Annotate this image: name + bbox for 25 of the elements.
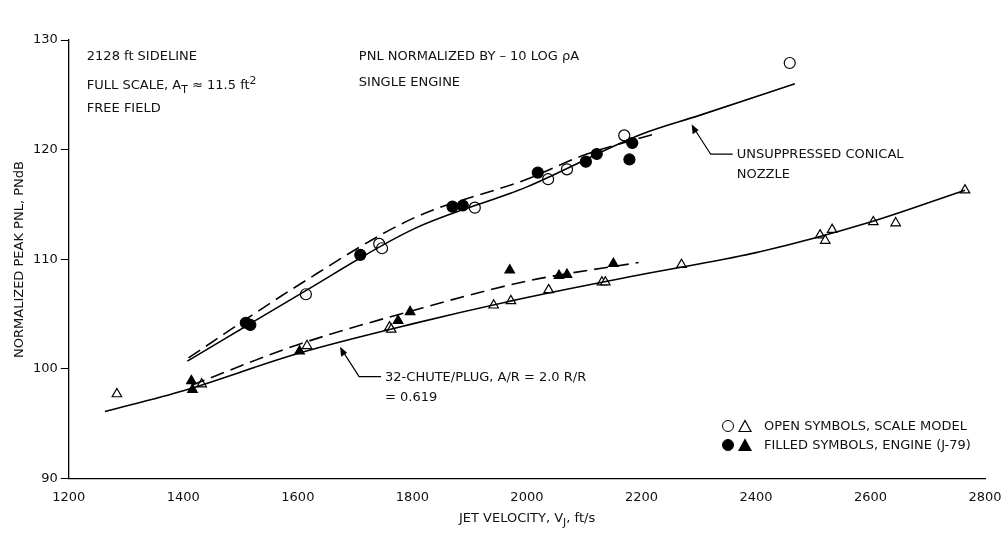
x-tick-label: 1600	[281, 488, 315, 504]
x-tick-label: 2800	[968, 488, 1002, 504]
y-axis-title: NORMALIZED PEAK PNL, PNdB	[10, 160, 26, 358]
legend-label: OPEN SYMBOLS, SCALE MODEL	[764, 418, 967, 434]
y-tick-label: 120	[32, 140, 58, 156]
y-tick-label: 90	[41, 469, 58, 485]
annotation: FREE FIELD	[86, 100, 161, 115]
legend-label: FILLED SYMBOLS, ENGINE (J-79)	[764, 437, 971, 453]
x-tick-label: 2000	[510, 488, 544, 504]
annotation: 2128 ft SIDELINE	[86, 48, 197, 63]
annotation: PNL NORMALIZED BY – 10 LOG ρA	[358, 48, 580, 63]
y-tick-label: 100	[32, 360, 58, 376]
x-tick-label: 2600	[853, 488, 888, 504]
x-axis-title: JET VELOCITY, V$_{J}$, ft/s	[458, 510, 596, 529]
x-tick-label: 1400	[166, 488, 200, 504]
annotation: UNSUPPRESSED CONICAL NOZZLE	[736, 145, 905, 184]
y-tick-label: 130	[32, 31, 58, 47]
x-tick-label: 2200	[624, 488, 658, 504]
annotation: FULL SCALE, A$_{T}$ ≈ 11.5 ft$^{2}$	[86, 74, 257, 96]
x-tick-label: 1200	[52, 488, 86, 504]
annotation: 32-CHUTE/PLUG, A/R = 2.0 R/R = 0.619	[385, 367, 588, 406]
y-tick-label: 110	[32, 250, 58, 266]
annotation: SINGLE ENGINE	[358, 74, 461, 89]
x-tick-label: 2400	[739, 488, 773, 504]
x-tick-label: 1800	[395, 488, 429, 504]
